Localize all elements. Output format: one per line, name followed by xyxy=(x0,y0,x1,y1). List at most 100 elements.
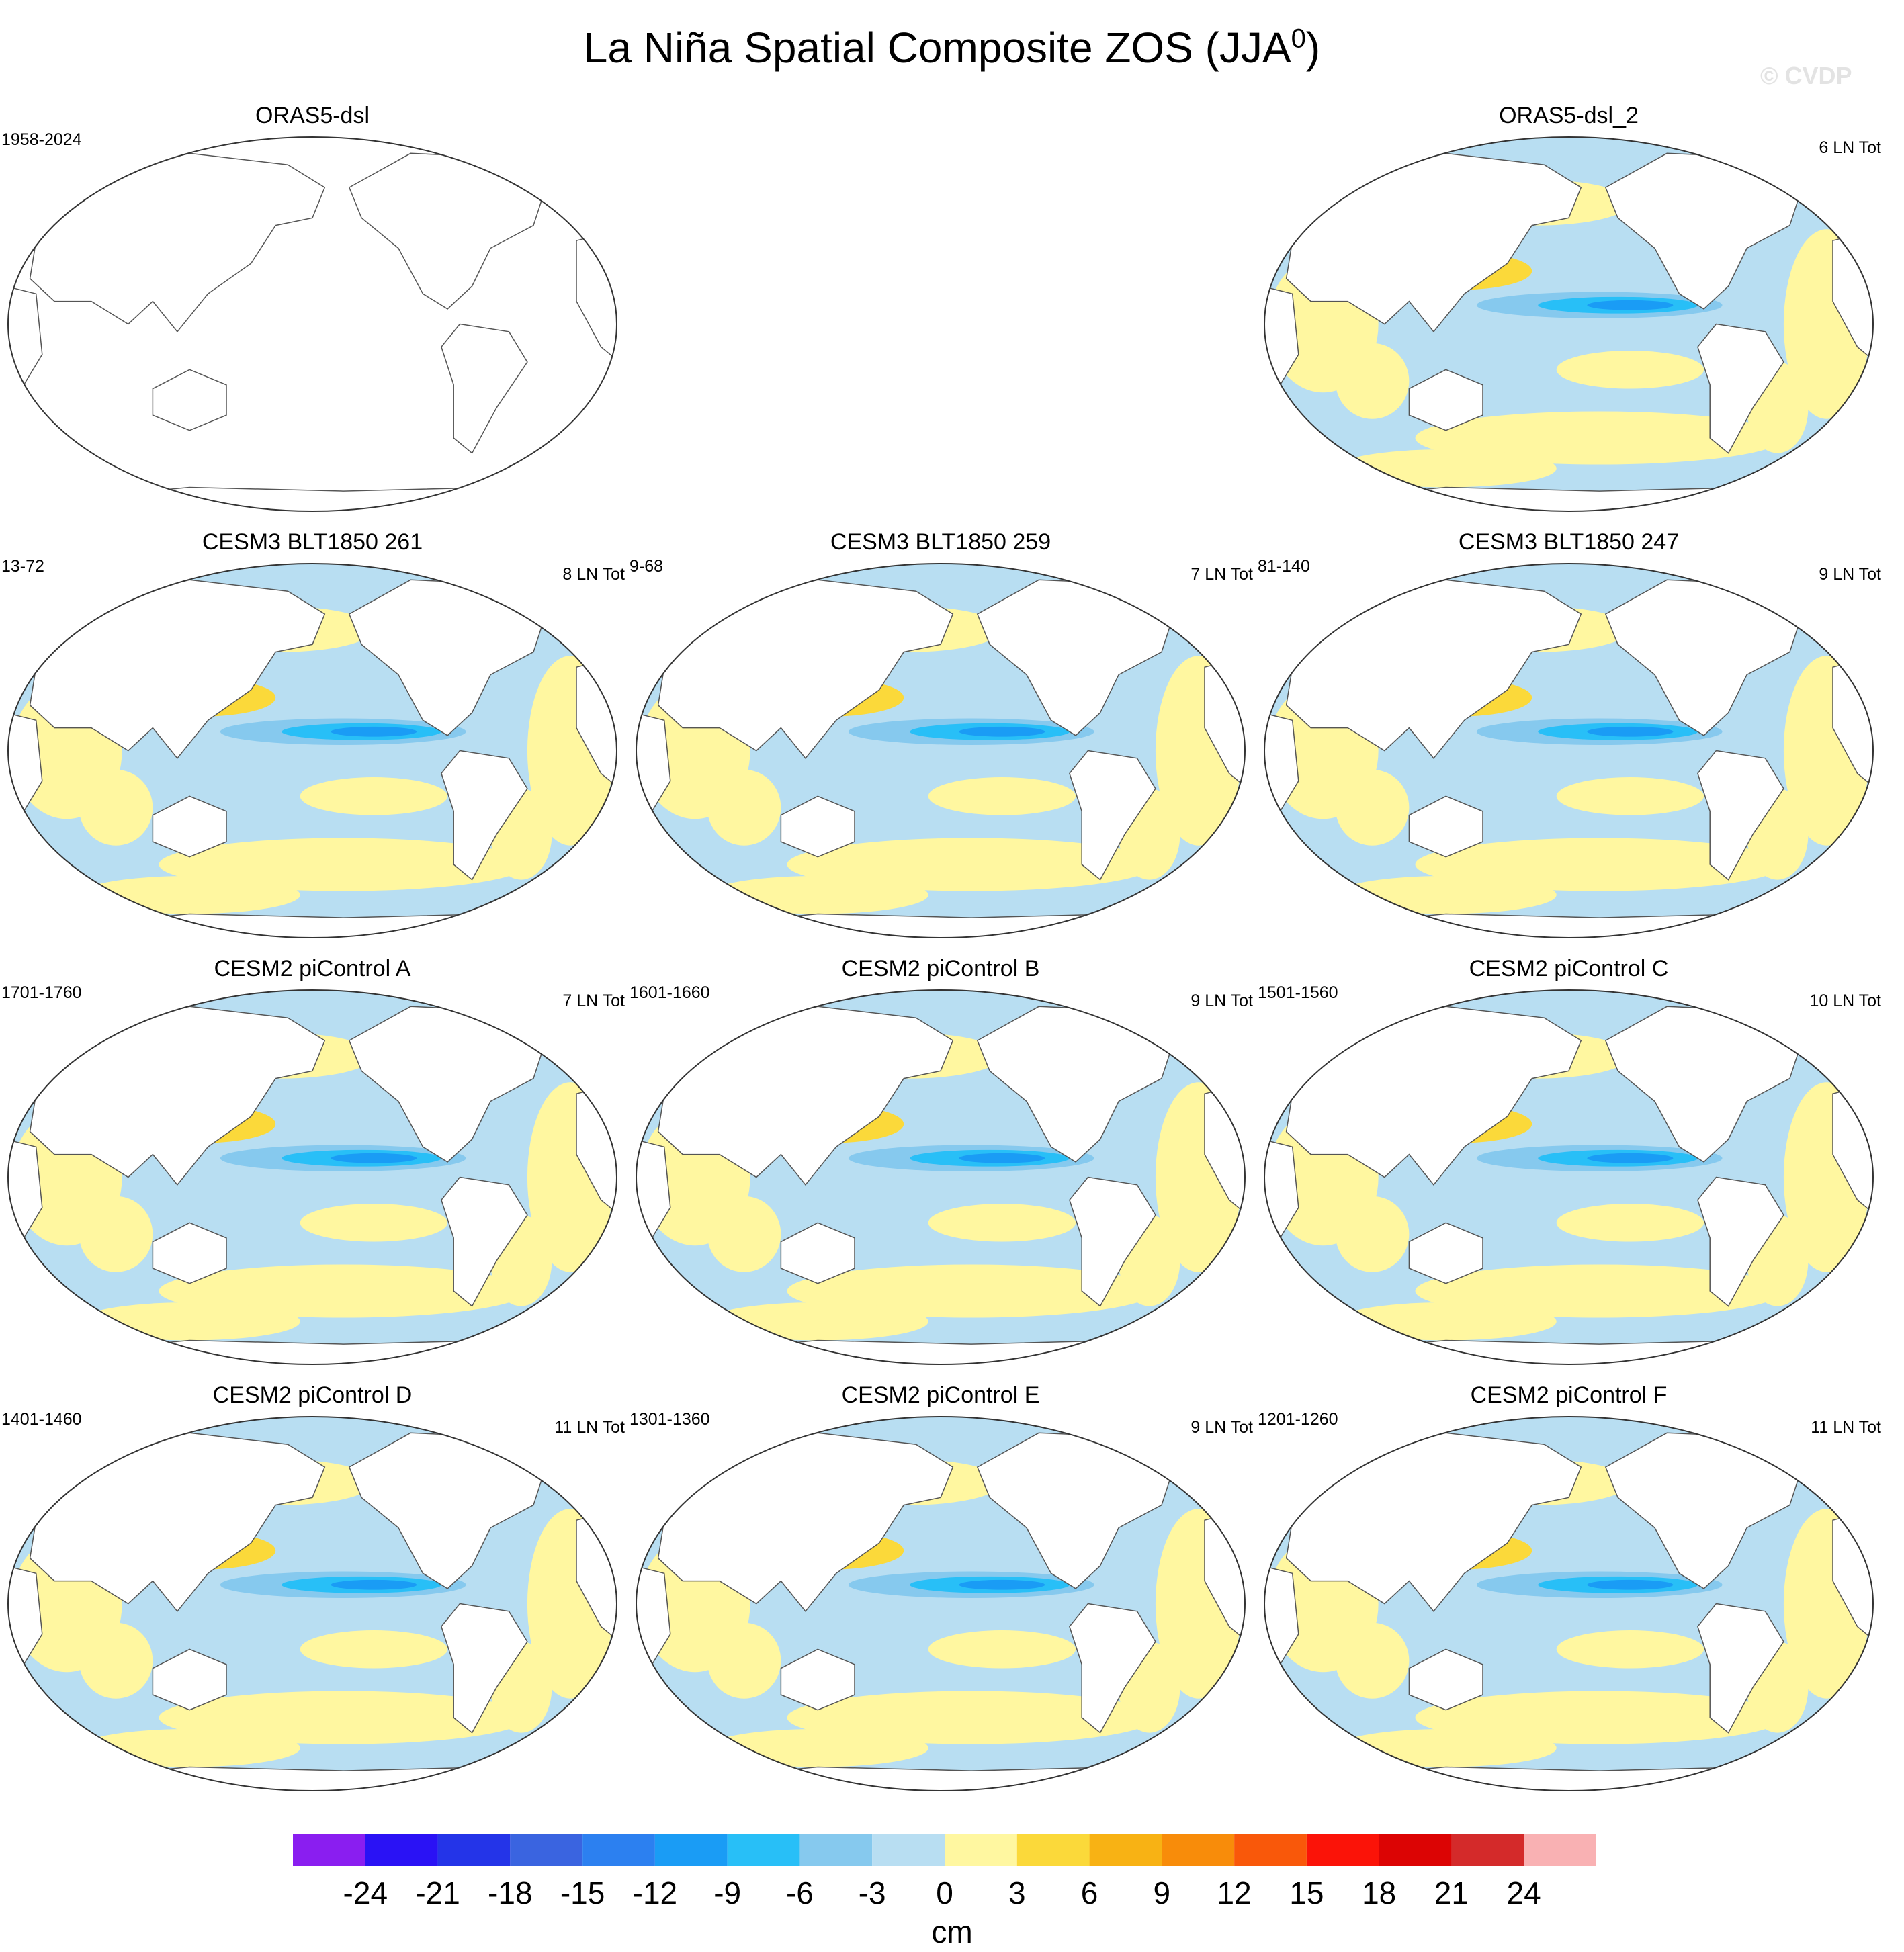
colorbar-tick-label: 21 xyxy=(1434,1875,1469,1910)
cold-tongue-anomaly xyxy=(959,1153,1045,1163)
continent-outline xyxy=(657,579,954,759)
anomaly-patch xyxy=(707,875,928,914)
panel-title: CESM3 BLT1850 259 xyxy=(830,529,1051,555)
panel-event-count: 11 LN Tot xyxy=(1811,1418,1881,1437)
continent-outline xyxy=(8,285,43,386)
anomaly-patch xyxy=(1415,1691,1784,1744)
panel-event-count: 9 LN Tot xyxy=(1191,1418,1253,1437)
colorbar-swatch xyxy=(510,1834,583,1866)
robinson-map xyxy=(1264,563,1874,938)
colorbar-swatch xyxy=(1162,1834,1235,1866)
cold-tongue-anomaly xyxy=(331,1153,417,1163)
cold-tongue-anomaly xyxy=(959,726,1045,737)
anomaly-patch xyxy=(707,1302,928,1341)
continent-outline xyxy=(1264,1565,1299,1666)
map-panel: CESM2 piControl C 1501-1560 10 LN Tot xyxy=(1256,954,1881,1370)
panel-title: CESM2 piControl F xyxy=(1470,1382,1668,1408)
panel-years: 1301-1360 xyxy=(630,1410,710,1429)
panel-years: 1701-1760 xyxy=(1,983,82,1002)
cold-tongue-anomaly xyxy=(1587,726,1674,737)
panel-title: ORAS5-dsl xyxy=(255,103,370,128)
anomaly-patch xyxy=(79,1302,300,1341)
robinson-map xyxy=(7,989,617,1365)
continent-outline xyxy=(1408,369,1483,431)
continent-outline xyxy=(1408,1648,1483,1711)
anomaly-patch xyxy=(787,838,1156,891)
anomaly-patch xyxy=(707,1196,781,1272)
colorbar-tick-label: -6 xyxy=(785,1875,814,1910)
colorbar-units: cm xyxy=(931,1914,973,1949)
cold-tongue-anomaly xyxy=(1587,1579,1674,1590)
panel-title: ORAS5-dsl_2 xyxy=(1499,103,1639,128)
anomaly-patch xyxy=(707,1728,928,1767)
map-border xyxy=(1264,136,1874,512)
anomaly-patch xyxy=(159,1691,527,1744)
continent-outline xyxy=(576,232,617,363)
colorbar-swatch xyxy=(1089,1834,1162,1866)
anomaly-patch xyxy=(79,875,300,914)
map-panel: ORAS5-dsl 1958-2024 xyxy=(0,101,625,517)
continent-outline xyxy=(1264,285,1299,386)
colorbar-swatch xyxy=(1379,1834,1452,1866)
colorbar-tick-label: -21 xyxy=(415,1875,460,1910)
figure-title: La Niña Spatial Composite ZOS (JJA0) xyxy=(583,24,1321,72)
colorbar-tick-label: 0 xyxy=(936,1875,953,1910)
continent-outline xyxy=(695,913,1199,938)
continent-outline xyxy=(29,1432,326,1612)
cold-tongue-anomaly xyxy=(959,1579,1045,1590)
continent-outline xyxy=(1264,712,1299,813)
robinson-map xyxy=(636,989,1246,1365)
map-border xyxy=(636,563,1246,938)
continent-outline xyxy=(8,1565,43,1666)
colorbar-swatch xyxy=(437,1834,511,1866)
map-panel: ORAS5-dsl_2 6 LN Tot xyxy=(1256,101,1881,517)
map-panel: CESM2 piControl F 1201-1260 11 LN Tot xyxy=(1256,1380,1881,1797)
continent-outline xyxy=(780,1222,855,1284)
continent-outline xyxy=(441,1603,528,1734)
anomaly-patch xyxy=(787,1691,1156,1744)
colorbar-swatch xyxy=(1306,1834,1379,1866)
continent-outline xyxy=(1323,1766,1827,1791)
continent-outline xyxy=(441,1176,528,1307)
continent-outline xyxy=(1408,1222,1483,1284)
colorbar-tick-label: -12 xyxy=(632,1875,678,1910)
continent-outline xyxy=(636,1139,671,1239)
robinson-map xyxy=(1264,1416,1874,1791)
cold-tongue-anomaly xyxy=(1587,300,1674,310)
robinson-map xyxy=(1264,136,1874,512)
map-border xyxy=(636,1416,1246,1791)
anomaly-patch xyxy=(1335,875,1557,914)
map-panel: CESM3 BLT1850 247 81-140 9 LN Tot xyxy=(1256,527,1881,944)
colorbar-swatches xyxy=(293,1834,1596,1866)
colorbar-tick-label: -15 xyxy=(560,1875,605,1910)
map-panel: CESM2 piControl A 1701-1760 7 LN Tot xyxy=(0,954,625,1370)
anomaly-patch xyxy=(1335,769,1410,846)
panel-years: 1601-1660 xyxy=(630,983,710,1002)
colorbar-swatch xyxy=(727,1834,800,1866)
panel-years: 13-72 xyxy=(1,557,44,576)
map-panel: CESM3 BLT1850 261 13-72 8 LN Tot xyxy=(0,527,625,944)
map-border xyxy=(7,136,617,512)
map-border xyxy=(7,1416,617,1791)
map-border xyxy=(1264,563,1874,938)
anomaly-patch xyxy=(1335,1622,1410,1699)
continent-outline xyxy=(29,152,326,332)
anomaly-patch xyxy=(1415,838,1784,891)
panel-title: CESM2 piControl E xyxy=(841,1382,1040,1408)
anomaly-patch xyxy=(1335,343,1410,419)
panel-title: CESM3 BLT1850 261 xyxy=(202,529,423,555)
continent-outline xyxy=(348,152,547,310)
continent-outline xyxy=(8,1139,43,1239)
panel-event-count: 7 LN Tot xyxy=(562,991,625,1010)
continent-outline xyxy=(780,1648,855,1711)
map-border xyxy=(1264,1416,1874,1791)
anomaly-patch xyxy=(159,838,527,891)
continent-outline xyxy=(441,750,528,881)
panel-years: 1401-1460 xyxy=(1,1410,82,1429)
continent-outline xyxy=(152,1222,227,1284)
cold-tongue-anomaly xyxy=(331,726,417,737)
anomaly-patch xyxy=(1335,1728,1557,1767)
cvdp-watermark: © CVDP xyxy=(1760,62,1852,89)
continent-outline xyxy=(1285,1006,1582,1186)
anomaly-patch xyxy=(1415,1264,1784,1318)
